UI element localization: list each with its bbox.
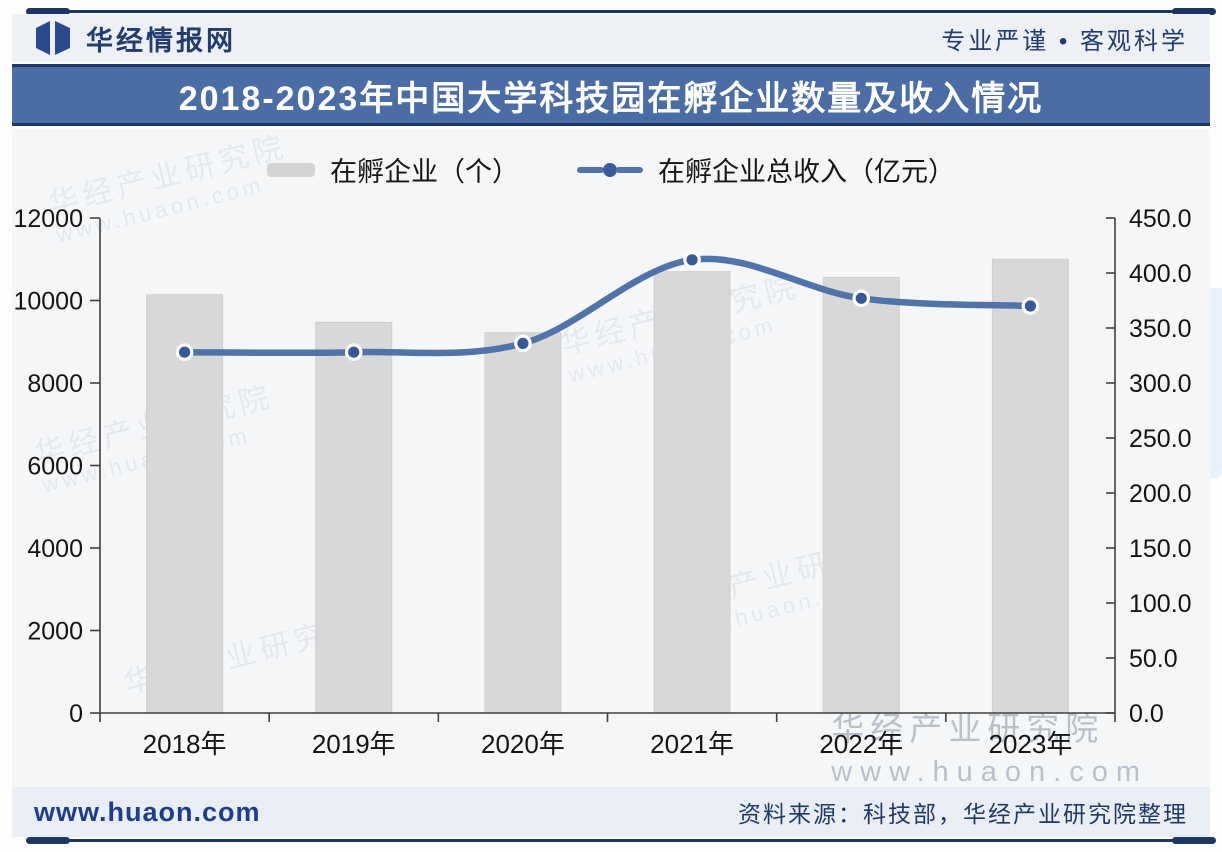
chart-region <box>12 129 1210 787</box>
footer-source-text: 资料来源：科技部，华经产业研究院整理 <box>738 801 1188 827</box>
brand: 华经情报网 <box>34 19 236 58</box>
header: 华经情报网 专业严谨 • 客观科学 <box>12 14 1210 62</box>
legend-label: 在孵企业（个） <box>330 157 519 187</box>
bottom-rule <box>26 837 1216 844</box>
footer: www.huaon.com 资料来源：科技部，华经产业研究院整理 <box>12 787 1210 837</box>
legend-item-line: 在孵企业总收入（亿元） <box>577 150 955 189</box>
legend-item-bars: 在孵企业（个） <box>267 150 519 189</box>
chart-legend: 在孵企业（个） 在孵企业总收入（亿元） <box>0 150 1222 189</box>
title-banner: 2018-2023年中国大学科技园在孵企业数量及收入情况 <box>12 64 1210 126</box>
line-swatch-icon <box>577 162 643 177</box>
legend-label: 在孵企业总收入（亿元） <box>658 157 955 187</box>
header-tagline: 专业严谨 • 客观科学 <box>941 27 1188 55</box>
brand-name: 华经情报网 <box>86 25 236 56</box>
bar-swatch-icon <box>267 162 315 177</box>
footer-site-link[interactable]: www.huaon.com <box>34 796 261 827</box>
page-title: 2018-2023年中国大学科技园在孵企业数量及收入情况 <box>178 79 1044 118</box>
logo-icon <box>34 19 72 57</box>
top-rule <box>26 8 1216 15</box>
